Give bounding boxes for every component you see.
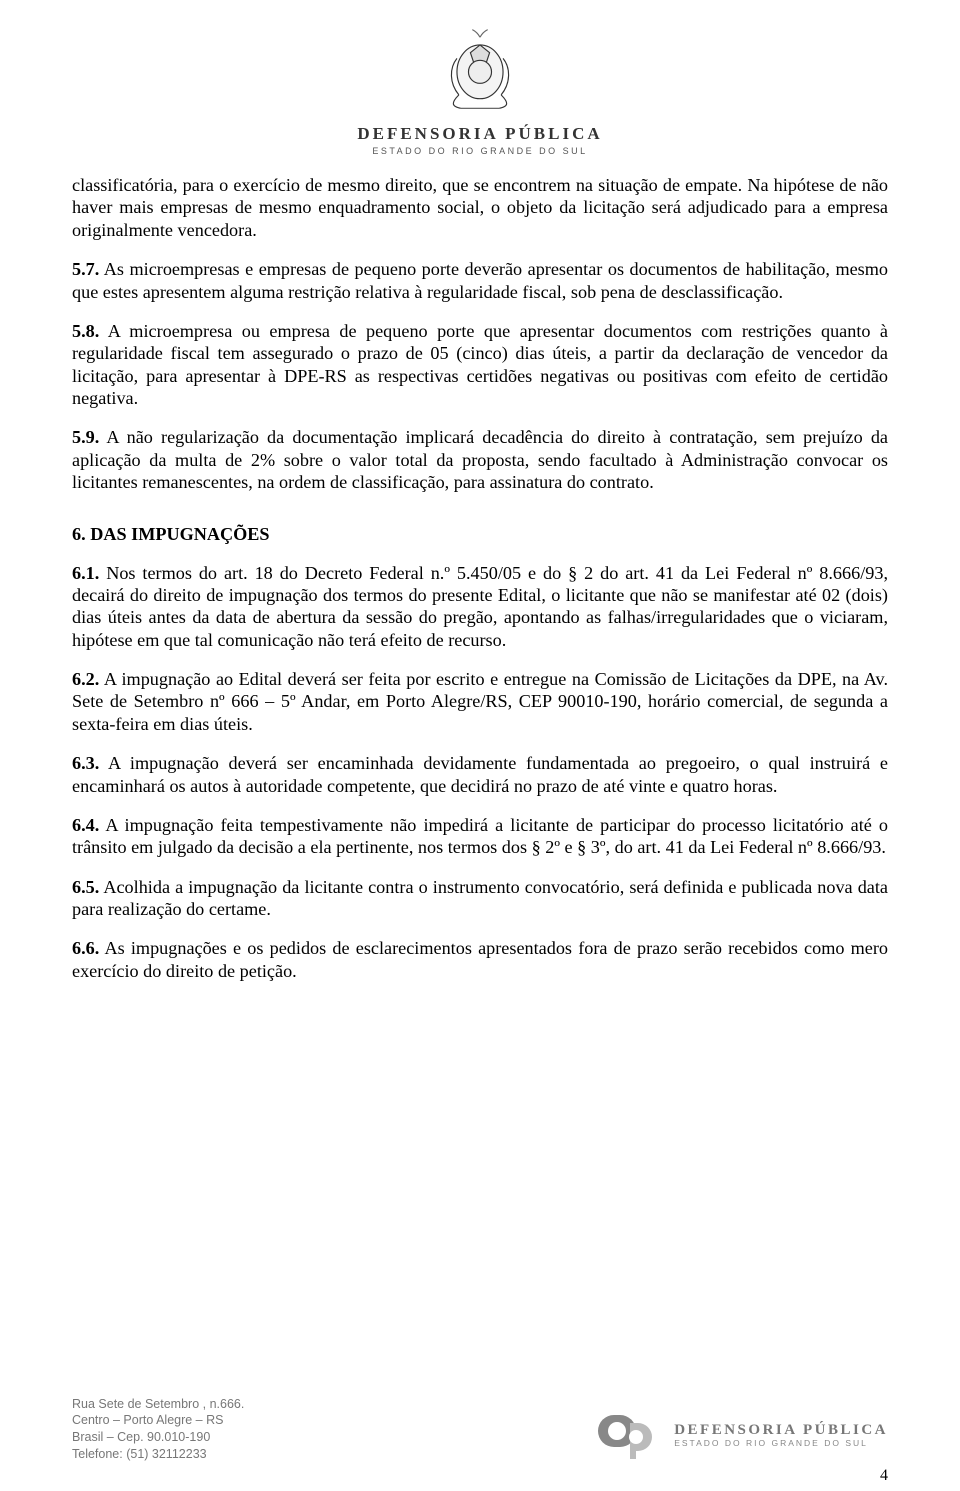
text-5-8: A microempresa ou empresa de pequeno por… — [72, 321, 888, 408]
num-6-3: 6.3. — [72, 753, 99, 773]
num-6-2: 6.2. — [72, 669, 99, 689]
num-6-1: 6.1. — [72, 563, 99, 583]
text-6-4: A impugnação feita tempestivamente não i… — [72, 815, 888, 857]
para-5-8: 5.8. A microempresa ou empresa de pequen… — [72, 320, 888, 410]
brand-dp-icon — [596, 1407, 660, 1463]
section-6-heading: 6. DAS IMPUGNAÇÕES — [72, 524, 888, 545]
header-title: DEFENSORIA PÚBLICA — [357, 124, 602, 144]
state-crest-icon — [432, 20, 528, 116]
num-5-9: 5.9. — [72, 427, 99, 447]
num-5-8: 5.8. — [72, 321, 99, 341]
footer-brand-subtitle: ESTADO DO RIO GRANDE DO SUL — [674, 1439, 888, 1448]
header-logo-block: DEFENSORIA PÚBLICA ESTADO DO RIO GRANDE … — [72, 20, 888, 156]
page-number: 4 — [880, 1467, 888, 1485]
num-6-4: 6.4. — [72, 815, 99, 835]
para-6-1: 6.1. Nos termos do art. 18 do Decreto Fe… — [72, 562, 888, 652]
footer-line-2: Centro – Porto Alegre – RS — [72, 1412, 244, 1429]
footer-brand-title: DEFENSORIA PÚBLICA — [674, 1422, 888, 1439]
para-6-2: 6.2. A impugnação ao Edital deverá ser f… — [72, 668, 888, 735]
footer-brand-text: DEFENSORIA PÚBLICA ESTADO DO RIO GRANDE … — [674, 1422, 888, 1448]
num-6-6: 6.6. — [72, 938, 99, 958]
text-6-5: Acolhida a impugnação da licitante contr… — [72, 877, 888, 919]
num-6-5: 6.5. — [72, 877, 99, 897]
para-5-9: 5.9. A não regularização da documentação… — [72, 426, 888, 493]
para-5-6-cont: classificatória, para o exercício de mes… — [72, 174, 888, 241]
text-5-9: A não regularização da documentação impl… — [72, 427, 888, 492]
text-6-6: As impugnações e os pedidos de esclareci… — [72, 938, 888, 980]
text-6-3: A impugnação deverá ser encaminhada devi… — [72, 753, 888, 795]
text-6-2: A impugnação ao Edital deverá ser feita … — [72, 669, 888, 734]
para-6-6: 6.6. As impugnações e os pedidos de escl… — [72, 937, 888, 982]
footer-line-3: Brasil – Cep. 90.010-190 — [72, 1429, 244, 1446]
document-body: classificatória, para o exercício de mes… — [72, 174, 888, 982]
page-footer: Rua Sete de Setembro , n.666. Centro – P… — [72, 1396, 888, 1464]
para-6-3: 6.3. A impugnação deverá ser encaminhada… — [72, 752, 888, 797]
para-6-4: 6.4. A impugnação feita tempestivamente … — [72, 814, 888, 859]
text-5-7: As microempresas e empresas de pequeno p… — [72, 259, 888, 301]
para-6-5: 6.5. Acolhida a impugnação da licitante … — [72, 876, 888, 921]
footer-brand: DEFENSORIA PÚBLICA ESTADO DO RIO GRANDE … — [596, 1407, 888, 1463]
header-subtitle: ESTADO DO RIO GRANDE DO SUL — [372, 146, 587, 156]
num-5-7: 5.7. — [72, 259, 99, 279]
footer-line-4: Telefone: (51) 32112233 — [72, 1446, 244, 1463]
para-5-7: 5.7. As microempresas e empresas de pequ… — [72, 258, 888, 303]
footer-line-1: Rua Sete de Setembro , n.666. — [72, 1396, 244, 1413]
text-6-1: Nos termos do art. 18 do Decreto Federal… — [72, 563, 888, 650]
footer-address: Rua Sete de Setembro , n.666. Centro – P… — [72, 1396, 244, 1464]
